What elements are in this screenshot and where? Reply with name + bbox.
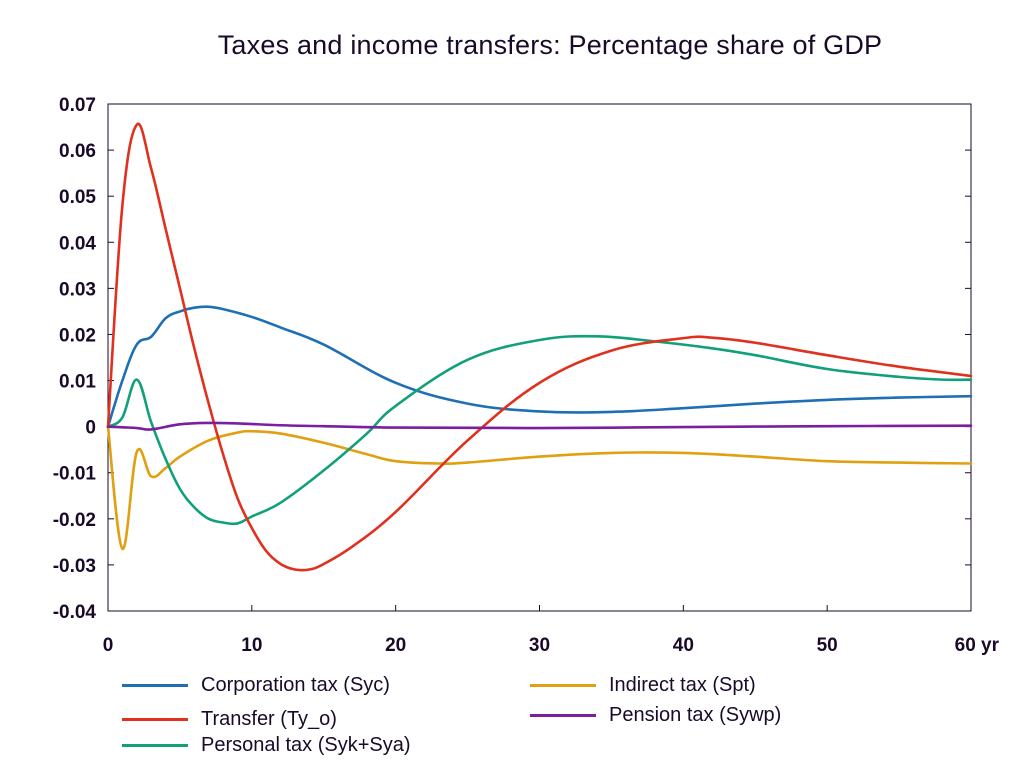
y-tick-label: 0.04 bbox=[59, 233, 96, 254]
series-line-corporation-tax-syc bbox=[106, 305, 973, 428]
y-tick-label: 0.06 bbox=[59, 141, 96, 162]
y-tick-label: -0.03 bbox=[53, 556, 96, 577]
series-line-transfer-ty-o bbox=[106, 122, 973, 572]
y-tick-label: -0.01 bbox=[53, 464, 97, 485]
x-tick-label: 50 bbox=[817, 635, 838, 656]
y-tick-label: 0.07 bbox=[59, 95, 96, 116]
x-tick-label: 40 bbox=[673, 635, 694, 656]
y-tick-label: 0 bbox=[85, 418, 96, 439]
series-line-indirect-tax-spt bbox=[106, 425, 973, 551]
y-tick-label: 0.03 bbox=[59, 279, 96, 300]
y-tick-label: -0.02 bbox=[53, 510, 96, 531]
x-tick-label: 20 bbox=[385, 635, 406, 656]
x-tick-label: 60 yr bbox=[955, 635, 1000, 656]
y-tick-label: 0.05 bbox=[59, 187, 96, 208]
y-tick-label: -0.04 bbox=[53, 602, 97, 623]
x-tick-label: 0 bbox=[103, 635, 114, 656]
series-line-personal-tax-syk-sya bbox=[106, 334, 973, 526]
chart-title: Taxes and income transfers: Percentage s… bbox=[217, 30, 883, 60]
series-line-pension-tax-sywp bbox=[106, 421, 973, 431]
y-tick-label: 0.01 bbox=[59, 372, 96, 393]
x-tick-label: 30 bbox=[529, 635, 550, 656]
x-tick-label: 10 bbox=[241, 635, 262, 656]
y-tick-label: 0.02 bbox=[59, 325, 96, 346]
